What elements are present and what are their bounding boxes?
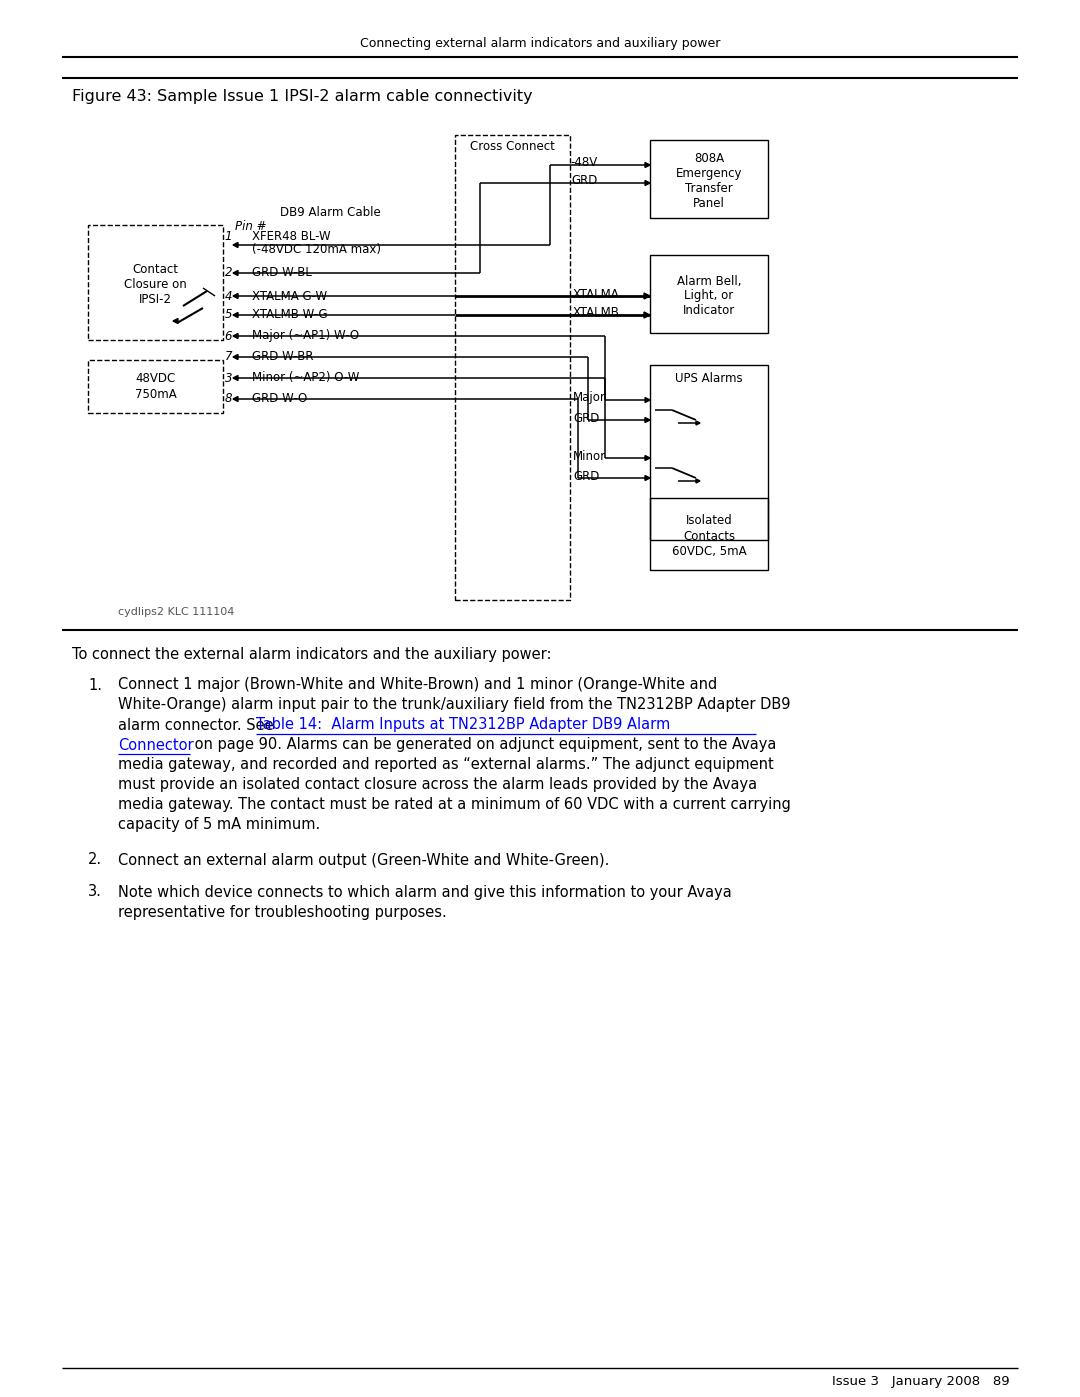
Polygon shape: [233, 397, 238, 401]
Text: DB9 Alarm Cable: DB9 Alarm Cable: [280, 205, 380, 218]
Text: XFER48 BL-W: XFER48 BL-W: [252, 231, 330, 243]
Text: Contact
Closure on
IPSI-2: Contact Closure on IPSI-2: [124, 263, 187, 306]
Text: (-48VDC 120mA max): (-48VDC 120mA max): [252, 243, 381, 257]
Text: Connecting external alarm indicators and auxiliary power: Connecting external alarm indicators and…: [360, 36, 720, 49]
Polygon shape: [173, 319, 178, 324]
Text: on page 90. Alarms can be generated on adjunct equipment, sent to the Avaya: on page 90. Alarms can be generated on a…: [190, 738, 777, 753]
Text: 3.: 3.: [87, 884, 102, 900]
Text: must provide an isolated contact closure across the alarm leads provided by the : must provide an isolated contact closure…: [118, 778, 757, 792]
Polygon shape: [233, 313, 238, 317]
Polygon shape: [645, 418, 650, 422]
Text: Major (~AP1) W-O: Major (~AP1) W-O: [252, 330, 360, 342]
Text: Figure 43: Sample Issue 1 IPSI-2 alarm cable connectivity: Figure 43: Sample Issue 1 IPSI-2 alarm c…: [72, 89, 532, 105]
Text: 6: 6: [225, 330, 232, 342]
Polygon shape: [645, 475, 650, 481]
Text: Connect 1 major (Brown-White and White-Brown) and 1 minor (Orange-White and: Connect 1 major (Brown-White and White-B…: [118, 678, 717, 693]
Text: XTALMA G-W: XTALMA G-W: [252, 289, 327, 303]
Text: Minor: Minor: [573, 450, 606, 462]
Text: cydlips2 KLC 111104: cydlips2 KLC 111104: [118, 608, 234, 617]
Bar: [650, 365, 768, 541]
Text: 5: 5: [225, 309, 232, 321]
Polygon shape: [233, 243, 238, 247]
Bar: [87, 360, 222, 414]
Text: alarm connector. See: alarm connector. See: [118, 718, 279, 732]
Text: media gateway. The contact must be rated at a minimum of 60 VDC with a current c: media gateway. The contact must be rated…: [118, 798, 791, 813]
Text: -48V: -48V: [570, 156, 598, 169]
Text: White-Orange) alarm input pair to the trunk/auxiliary field from the TN2312BP Ad: White-Orange) alarm input pair to the tr…: [118, 697, 791, 712]
Text: 1.: 1.: [87, 678, 102, 693]
Text: Issue 3   January 2008   89: Issue 3 January 2008 89: [833, 1376, 1010, 1389]
Text: UPS Alarms: UPS Alarms: [675, 372, 743, 384]
Bar: [87, 225, 222, 339]
Bar: [650, 497, 768, 570]
Text: Connect an external alarm output (Green-White and White-Green).: Connect an external alarm output (Green-…: [118, 852, 609, 868]
Text: Note which device connects to which alarm and give this information to your Avay: Note which device connects to which alar…: [118, 884, 732, 900]
Text: Major: Major: [573, 391, 606, 405]
Text: 808A
Emergency
Transfer
Panel: 808A Emergency Transfer Panel: [676, 152, 742, 210]
Polygon shape: [645, 455, 650, 461]
Polygon shape: [233, 355, 238, 359]
Text: 3: 3: [225, 372, 232, 384]
Text: XTALMB: XTALMB: [573, 306, 620, 320]
Polygon shape: [233, 376, 238, 380]
Polygon shape: [696, 420, 700, 425]
Text: Isolated
Contacts
60VDC, 5mA: Isolated Contacts 60VDC, 5mA: [672, 514, 746, 557]
Text: XTALMA: XTALMA: [573, 288, 620, 300]
Text: Cross Connect: Cross Connect: [470, 141, 555, 154]
Polygon shape: [644, 293, 650, 299]
Polygon shape: [645, 180, 650, 186]
Polygon shape: [644, 312, 650, 319]
Text: 4: 4: [225, 289, 232, 303]
Text: 7: 7: [225, 351, 232, 363]
Text: GRD W-BR: GRD W-BR: [252, 351, 313, 363]
Text: To connect the external alarm indicators and the auxiliary power:: To connect the external alarm indicators…: [72, 647, 552, 662]
Text: Table 14:  Alarm Inputs at TN2312BP Adapter DB9 Alarm: Table 14: Alarm Inputs at TN2312BP Adapt…: [256, 718, 671, 732]
Polygon shape: [233, 293, 238, 299]
Text: XTALMB W-G: XTALMB W-G: [252, 309, 327, 321]
Polygon shape: [645, 162, 650, 168]
Text: media gateway, and recorded and reported as “external alarms.” The adjunct equip: media gateway, and recorded and reported…: [118, 757, 773, 773]
Bar: [650, 256, 768, 332]
Text: GRD W-O: GRD W-O: [252, 393, 307, 405]
Text: capacity of 5 mA minimum.: capacity of 5 mA minimum.: [118, 817, 321, 833]
Text: 1: 1: [225, 231, 232, 243]
Polygon shape: [696, 479, 700, 483]
Text: GRD: GRD: [573, 469, 599, 482]
Text: Pin #: Pin #: [235, 219, 267, 232]
Text: Connector: Connector: [118, 738, 193, 753]
Polygon shape: [233, 271, 238, 275]
Bar: [650, 140, 768, 218]
Text: 2.: 2.: [87, 852, 103, 868]
Text: 48VDC
750mA: 48VDC 750mA: [135, 373, 176, 401]
Text: representative for troubleshooting purposes.: representative for troubleshooting purpo…: [118, 904, 447, 919]
Polygon shape: [645, 398, 650, 402]
Text: GRD: GRD: [573, 412, 599, 425]
Text: 2: 2: [225, 267, 232, 279]
Text: GRD W-BL: GRD W-BL: [252, 267, 312, 279]
Text: GRD: GRD: [571, 175, 598, 187]
Text: 8: 8: [225, 393, 232, 405]
Bar: [455, 136, 570, 599]
Polygon shape: [233, 334, 238, 338]
Text: Alarm Bell,
Light, or
Indicator: Alarm Bell, Light, or Indicator: [677, 274, 741, 317]
Text: Minor (~AP2) O-W: Minor (~AP2) O-W: [252, 372, 360, 384]
